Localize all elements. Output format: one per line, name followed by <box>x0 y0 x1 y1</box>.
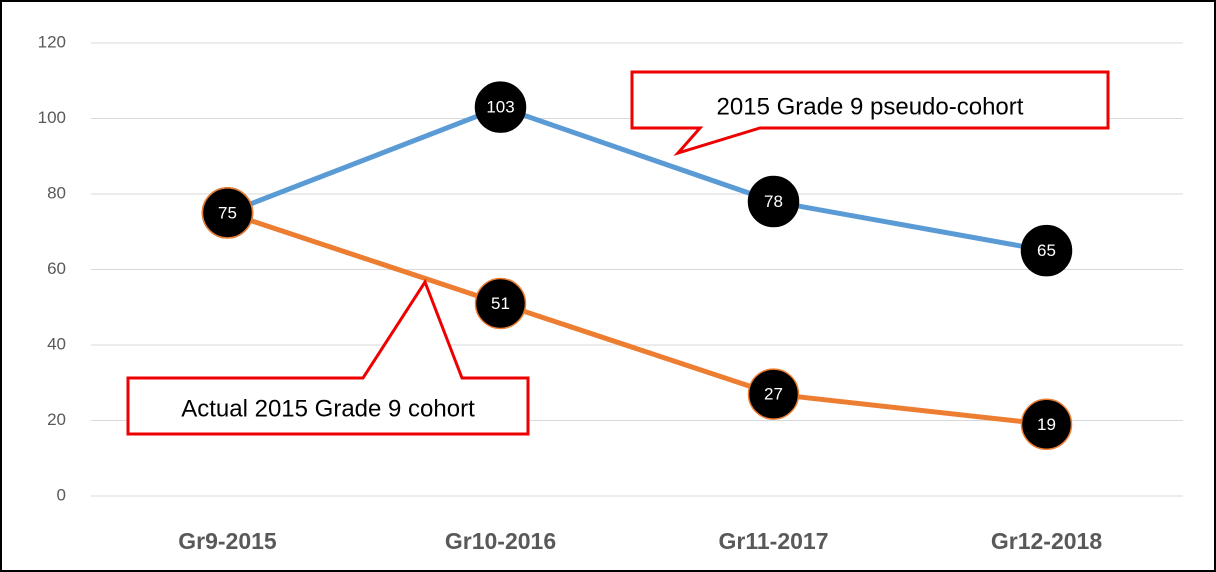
y-tick-label: 120 <box>38 32 66 51</box>
callouts: 2015 Grade 9 pseudo-cohort Actual 2015 Gr… <box>126 70 1110 436</box>
data-label: 78 <box>764 192 783 211</box>
data-point <box>1020 398 1073 451</box>
data-point <box>1020 224 1073 277</box>
lines <box>226 104 1047 427</box>
data-point <box>201 187 254 239</box>
data-label: 19 <box>1037 415 1056 434</box>
callout-text: Actual 2015 Grade 9 cohort <box>181 395 475 422</box>
data-point <box>474 81 527 133</box>
x-tick-label: Gr9-2015 <box>178 528 277 554</box>
y-tick-label: 20 <box>47 410 66 429</box>
y-tick-label: 40 <box>47 334 66 353</box>
y-tick-label: 100 <box>38 108 66 127</box>
data-label: 27 <box>764 385 783 404</box>
series-line <box>226 210 1047 427</box>
x-tick-label: Gr12-2018 <box>991 528 1102 554</box>
data-label: 75 <box>218 203 237 222</box>
x-tick-label: Gr11-2017 <box>719 528 829 554</box>
y-tick-label: 60 <box>47 259 66 278</box>
x-tick-label: Gr10-2016 <box>445 528 556 554</box>
data-point <box>747 368 800 420</box>
callout-text: 2015 Grade 9 pseudo-cohort <box>717 93 1024 120</box>
data-label: 103 <box>486 98 514 117</box>
points: 75103786575512719 <box>201 81 1073 451</box>
y-tick-label: 0 <box>57 485 66 504</box>
data-point <box>474 277 527 330</box>
callout-box <box>630 70 1110 156</box>
data-label: 65 <box>1037 241 1056 260</box>
data-label: 51 <box>491 294 510 313</box>
series-line <box>226 104 1047 254</box>
y-tick-label: 80 <box>47 183 66 202</box>
callout-box <box>126 278 530 436</box>
data-point <box>747 175 800 228</box>
